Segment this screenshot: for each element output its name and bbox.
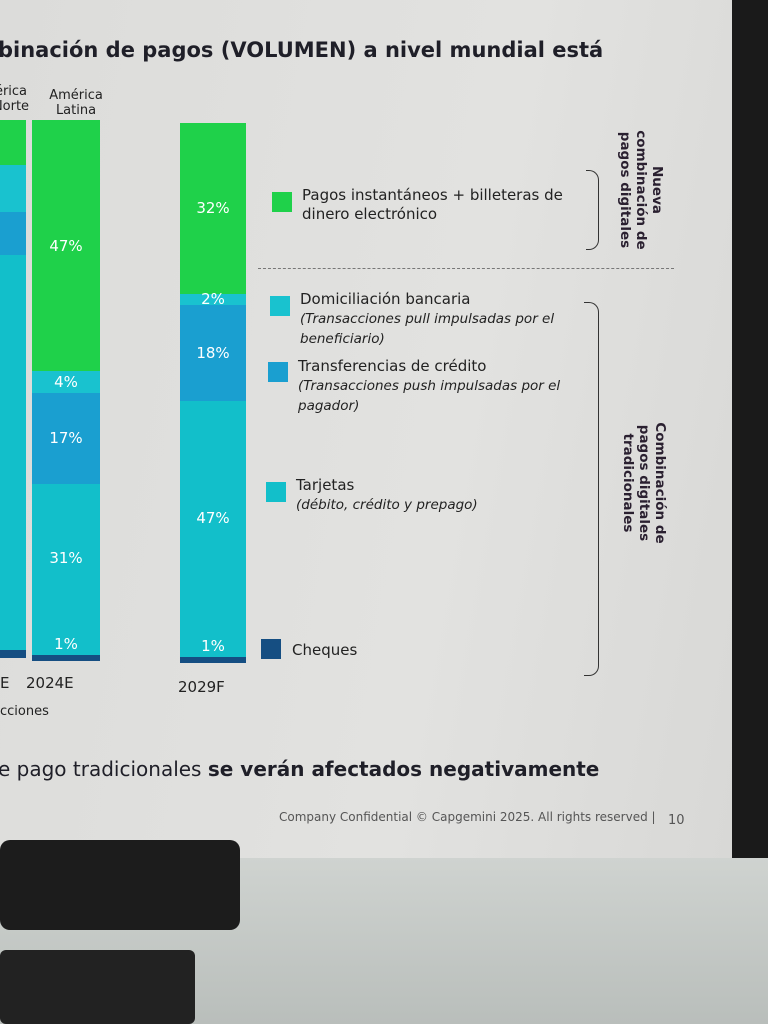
divider — [258, 268, 674, 269]
legend-cards: Tarjetas (débito, crédito y prepago) — [296, 476, 478, 513]
bar-2029F-cards: 47% — [180, 400, 246, 635]
legend-credit-transfer: Transferencias de crédito (Transacciones … — [298, 357, 561, 414]
legend-cheques: Cheques — [292, 641, 358, 659]
legend-instant: Pagos instantáneos + billeteras de diner… — [302, 186, 563, 223]
brace-traditional — [584, 302, 599, 676]
footnote: cciones — [0, 704, 49, 719]
legend-direct-debit: Domiciliación bancaria (Transacciones pul… — [300, 290, 555, 347]
bar-2024E-cheques-label: 1% — [32, 633, 100, 655]
group-label-new: Nueva combinación de pagos digitales — [617, 130, 665, 250]
brace-new — [586, 170, 599, 250]
region-label-north-america: érica Norte — [0, 84, 30, 114]
bar-partial-direct_debit: % — [0, 165, 26, 212]
legend-swatch-cards — [266, 482, 286, 502]
bar-2024E-direct_debit: 4% — [32, 371, 100, 393]
bar-2024E-cards: 31% — [32, 483, 100, 633]
bar-2029F-credit_transfer: 18% — [180, 304, 246, 401]
bar-partial-cards: % — [0, 255, 26, 650]
legend-swatch-instant — [272, 192, 292, 212]
x-label-2029f: 2029F — [178, 678, 225, 696]
legend-swatch-credit-transfer — [268, 362, 288, 382]
bar-2024E-instant: 47% — [32, 120, 100, 372]
bar-2029F-direct_debit: 2% — [180, 290, 246, 308]
bar-partial-credit_transfer: % — [0, 212, 26, 255]
group-label-traditional: Combinación de pagos digitales tradicion… — [620, 422, 668, 544]
footer: Company Confidential © Capgemini 2025. A… — [279, 810, 656, 824]
presentation-slide: binación de pagos (VOLUMEN) a nivel mund… — [0, 0, 738, 858]
slide-title: binación de pagos (VOLUMEN) a nivel mund… — [0, 38, 604, 62]
legend-swatch-direct-debit — [270, 296, 290, 316]
page-number: 10 — [668, 813, 685, 828]
region-label-latin-america: América Latina — [49, 88, 103, 118]
monitor-bezel — [732, 0, 768, 870]
bar-2024E-cheques — [32, 655, 100, 661]
bar-2029F-cheques — [180, 657, 246, 663]
x-label-2024e: 2024E — [26, 674, 74, 692]
conference-camera — [0, 840, 240, 930]
bar-2029F-cheques-label: 1% — [180, 635, 246, 657]
legend-swatch-cheques — [261, 639, 281, 659]
conclusion: e pago tradicionales se verán afectados … — [0, 757, 600, 781]
x-label-partial: E — [0, 674, 10, 692]
bar-2024E-credit_transfer: 17% — [32, 392, 100, 484]
bar-partial-cheques — [0, 650, 26, 658]
speaker-stand — [0, 950, 195, 1024]
bar-2029F-instant: 32% — [180, 123, 246, 294]
bar-partial-instant: % — [0, 120, 26, 165]
